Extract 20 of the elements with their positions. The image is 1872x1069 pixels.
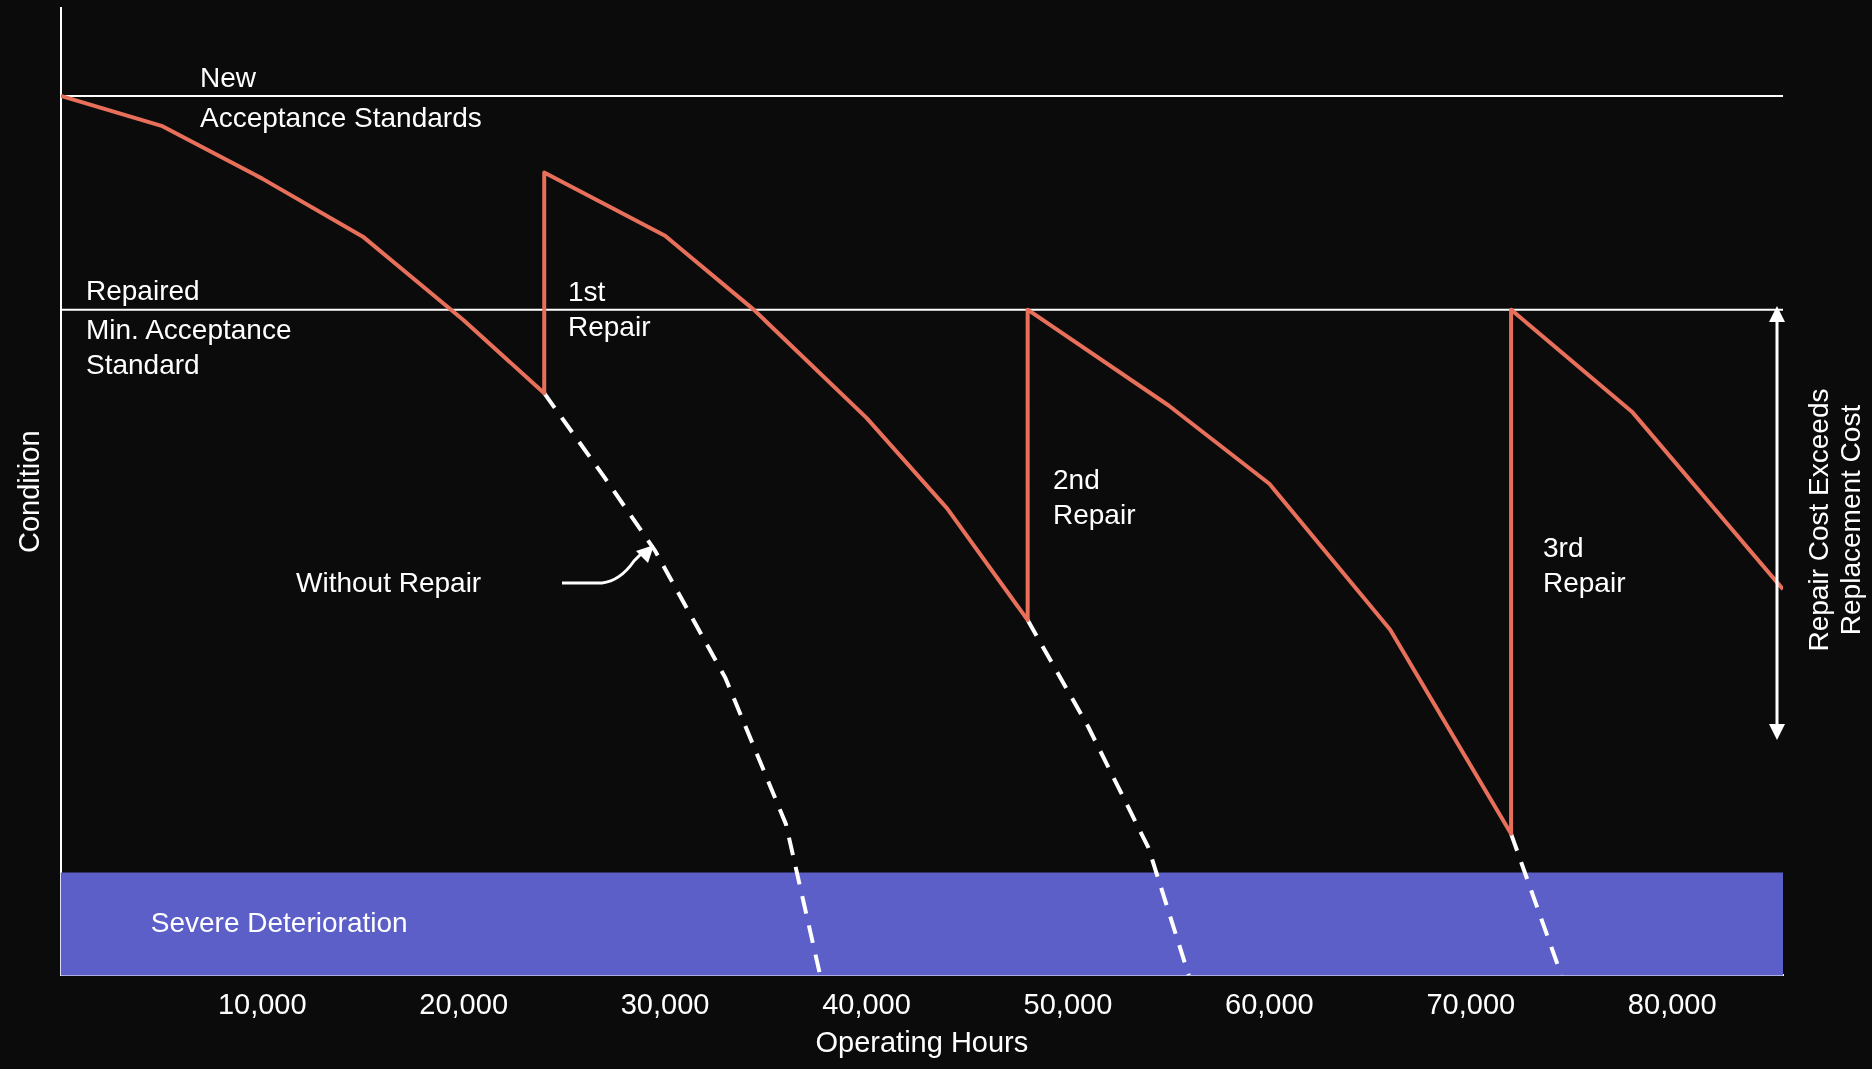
text: Repair Cost Exceeds Replacement Cost xyxy=(1803,387,1867,654)
x-tick-label: 20,000 xyxy=(419,987,509,1020)
band-label: Severe Deterioration xyxy=(150,906,408,938)
y-axis-title: Condition xyxy=(13,430,46,553)
annotation: 3rd Repair xyxy=(1543,531,1626,600)
annotation: Without Repair xyxy=(296,566,482,600)
x-tick-label: 80,000 xyxy=(1627,987,1717,1020)
ref-line-label: New xyxy=(200,61,257,93)
annotation: 2nd Repair xyxy=(1053,463,1136,532)
annotation: Min. Acceptance Standard xyxy=(86,313,292,382)
annotation: 1st Repair xyxy=(568,275,651,344)
x-tick-label: 40,000 xyxy=(822,987,911,1020)
x-tick-label: 10,000 xyxy=(217,987,307,1020)
x-axis-title: Operating Hours xyxy=(815,1025,1029,1058)
x-tick-label: 60,000 xyxy=(1225,987,1314,1020)
x-tick-label: 70,000 xyxy=(1426,987,1516,1020)
x-tick-label: 30,000 xyxy=(620,987,710,1020)
annotation: Acceptance Standards xyxy=(200,101,482,135)
ref-line-label: Repaired xyxy=(86,275,200,307)
x-tick-label: 50,000 xyxy=(1023,987,1113,1020)
